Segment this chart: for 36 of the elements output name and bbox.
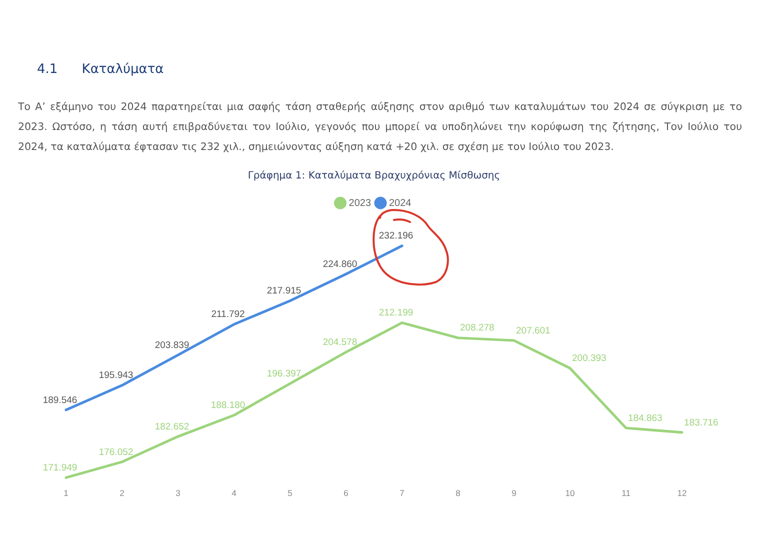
- data-label: 171.949: [42, 462, 78, 474]
- data-label: 184.863: [628, 412, 662, 424]
- data-label: 211.792: [211, 309, 245, 320]
- text: 4.1 Καταλύματα: [37, 62, 164, 77]
- x-tick-label: 7: [400, 488, 405, 498]
- data-label: 182.652: [154, 421, 190, 432]
- data-label: 224.860: [322, 258, 358, 270]
- data-label: 189.546: [42, 394, 78, 406]
- data-label: 203.839: [154, 340, 190, 351]
- data-label: 204.578: [322, 336, 358, 348]
- x-tick-label: 11: [622, 488, 631, 498]
- data-label: 196.397: [266, 368, 302, 380]
- x-tick-label: 10: [565, 488, 575, 498]
- data-label: 188.180: [210, 400, 246, 412]
- data-label: 176.052: [98, 446, 134, 458]
- x-tick-label: 2: [120, 488, 125, 498]
- x-tick-label: 1: [64, 488, 69, 498]
- x-tick-label: 12: [677, 488, 687, 498]
- data-label: 217.915: [266, 286, 302, 297]
- chart-title: Γράφημα 1: Καταλύματα Βραχυχρόνιας Μίσθωσης: [248, 170, 500, 182]
- data-label: 200.393: [572, 353, 606, 364]
- data-label: 183.716: [684, 417, 718, 428]
- x-tick-label: 4: [232, 488, 237, 498]
- data-label: 212.199: [378, 308, 414, 319]
- legend-label: 2024: [389, 198, 412, 209]
- x-tick-label: 5: [288, 488, 293, 498]
- data-label: 208.278: [460, 322, 494, 334]
- data-label: 207.601: [516, 325, 550, 336]
- data-label: 232.196: [378, 230, 414, 242]
- legend-label: 2023: [348, 198, 372, 209]
- data-label: 195.943: [98, 370, 134, 382]
- x-tick-label: 9: [512, 488, 517, 498]
- x-tick-label: 3: [176, 488, 181, 498]
- x-tick-label: 6: [344, 488, 349, 498]
- text: Το Α’ εξάμηνο του 2024 παρατηρείται μια σαφής τάση σταθερής αύξησης στον αριθμό των καταλυμάτων του 2024 σε σύγκριση με το 2023. Ωστόσο, η τάση αυτή επιβραδύνεται τον Ιούλιο, γεγονός που μπορεί να υποδηλώνει την κορύφωση της ζήτησης, Τον Ιούλιο του 2024, τα καταλύματα έφτασαν τις 232 χιλ., σημειώνοντας αύξηση κατά +20 χιλ. σε σχέση με τον Ιούλιο του 2023.: [18, 100, 742, 155]
- x-tick-label: 8: [456, 488, 461, 498]
